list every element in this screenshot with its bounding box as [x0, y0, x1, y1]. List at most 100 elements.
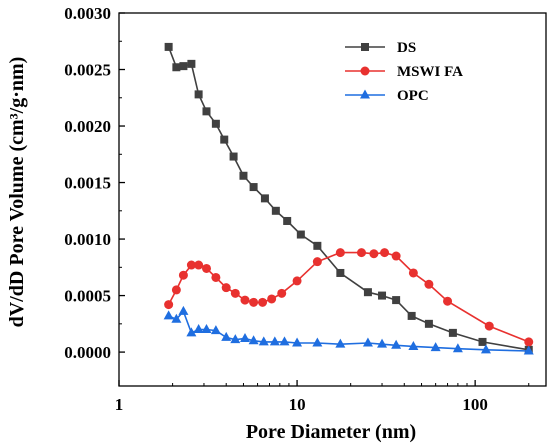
data-point-mswi-fa — [356, 248, 366, 258]
data-point-opc — [430, 342, 441, 352]
data-point-mswi-fa — [443, 296, 453, 306]
series-line-ds — [167, 46, 529, 351]
data-point-opc — [163, 310, 174, 320]
series-layer — [163, 42, 534, 355]
x-axis-title: Pore Diameter (nm) — [246, 421, 416, 443]
data-point-opc — [201, 323, 212, 333]
series-opc — [163, 305, 534, 355]
legend-label: MSWI FA — [397, 64, 463, 80]
data-point-opc — [312, 337, 323, 347]
legend: DS MSWI FA OPC — [345, 40, 463, 104]
data-point-opc — [258, 336, 269, 346]
data-point-mswi-fa — [258, 297, 268, 307]
data-point-mswi-fa — [221, 283, 231, 293]
data-point-ds — [296, 230, 305, 239]
data-point-ds — [172, 63, 181, 72]
data-point-ds — [363, 288, 372, 297]
series-ds — [164, 42, 533, 354]
data-point-mswi-fa — [164, 300, 174, 310]
data-point-opc — [279, 336, 290, 346]
axes-layer: 1 10 100 0.0000 0.0005 0.0010 0.0015 0.0020 0.00… — [64, 4, 547, 414]
data-point-mswi-fa — [194, 260, 204, 270]
y-tick-label: 0.0025 — [64, 61, 111, 80]
data-point-opc — [210, 325, 221, 335]
y-tick-label: 0.0015 — [64, 174, 111, 193]
data-point-opc — [230, 334, 241, 344]
data-point-ds — [478, 337, 487, 346]
data-point-mswi-fa — [292, 276, 302, 286]
data-point-ds — [407, 311, 416, 320]
legend-item-ds: DS — [345, 40, 416, 56]
data-point-mswi-fa — [391, 251, 401, 261]
data-point-opc — [408, 340, 419, 350]
y-tick-label: 0.0010 — [64, 230, 111, 249]
y-tick-label: 0.0000 — [64, 343, 111, 362]
data-point-opc — [335, 338, 346, 348]
legend-item-opc: OPC — [345, 88, 429, 104]
data-point-opc — [391, 339, 402, 349]
data-point-opc — [186, 327, 197, 337]
legend-label: DS — [397, 40, 416, 56]
data-point-ds — [239, 171, 248, 180]
data-point-opc — [452, 343, 463, 353]
data-point-ds — [202, 107, 211, 116]
data-point-ds — [164, 42, 173, 51]
x-tick-label: 1 — [115, 395, 124, 414]
y-tick-label: 0.0005 — [64, 287, 111, 306]
data-point-mswi-fa — [335, 248, 345, 258]
data-point-opc — [193, 323, 204, 333]
data-point-opc — [239, 333, 250, 343]
data-point-ds — [229, 152, 238, 161]
data-point-mswi-fa — [267, 294, 277, 304]
data-point-ds — [179, 62, 188, 71]
data-point-ds — [194, 90, 203, 99]
data-point-mswi-fa — [201, 263, 211, 273]
data-point-ds — [336, 268, 345, 277]
data-point-mswi-fa — [249, 297, 259, 307]
data-point-mswi-fa — [277, 288, 287, 298]
legend-marker — [360, 89, 370, 99]
data-point-mswi-fa — [312, 257, 322, 267]
y-tick-label: 0.0030 — [64, 4, 111, 23]
legend-marker — [361, 43, 369, 51]
data-point-mswi-fa — [369, 249, 379, 259]
series-line-mswi-fa — [167, 251, 529, 343]
data-point-opc — [171, 313, 182, 323]
y-axis-title: dV/dD Pore Volume (cm³/g·nm) — [6, 57, 28, 328]
data-point-mswi-fa — [211, 272, 221, 282]
data-point-ds — [424, 319, 433, 328]
data-point-opc — [269, 336, 280, 346]
x-tick-label: 10 — [289, 395, 306, 414]
legend-item-mswi-fa: MSWI FA — [345, 64, 463, 80]
data-point-opc — [248, 335, 259, 345]
data-point-mswi-fa — [240, 295, 250, 305]
data-point-ds — [283, 216, 292, 225]
data-point-ds — [211, 119, 220, 128]
data-point-opc — [221, 331, 232, 341]
legend-marker — [360, 66, 370, 76]
data-point-mswi-fa — [408, 268, 418, 278]
plot-frame — [118, 12, 547, 387]
legend-label: OPC — [397, 88, 429, 104]
y-tick-label: 0.0020 — [64, 117, 111, 136]
data-point-ds — [260, 194, 269, 203]
series-mswi-fa — [164, 248, 534, 347]
data-point-opc — [523, 345, 534, 355]
data-point-ds — [220, 135, 229, 144]
data-point-ds — [313, 241, 322, 250]
data-point-ds — [448, 328, 457, 337]
data-point-opc — [178, 305, 189, 315]
data-point-opc — [480, 344, 491, 354]
data-point-mswi-fa — [524, 337, 534, 347]
data-point-mswi-fa — [186, 260, 196, 270]
data-point-opc — [362, 337, 373, 347]
data-point-mswi-fa — [424, 279, 434, 289]
data-point-opc — [292, 337, 303, 347]
data-point-mswi-fa — [171, 285, 181, 295]
data-point-mswi-fa — [484, 321, 494, 331]
data-point-mswi-fa — [230, 288, 240, 298]
data-point-ds — [187, 59, 196, 68]
data-point-mswi-fa — [380, 248, 390, 258]
data-point-ds — [249, 183, 258, 192]
